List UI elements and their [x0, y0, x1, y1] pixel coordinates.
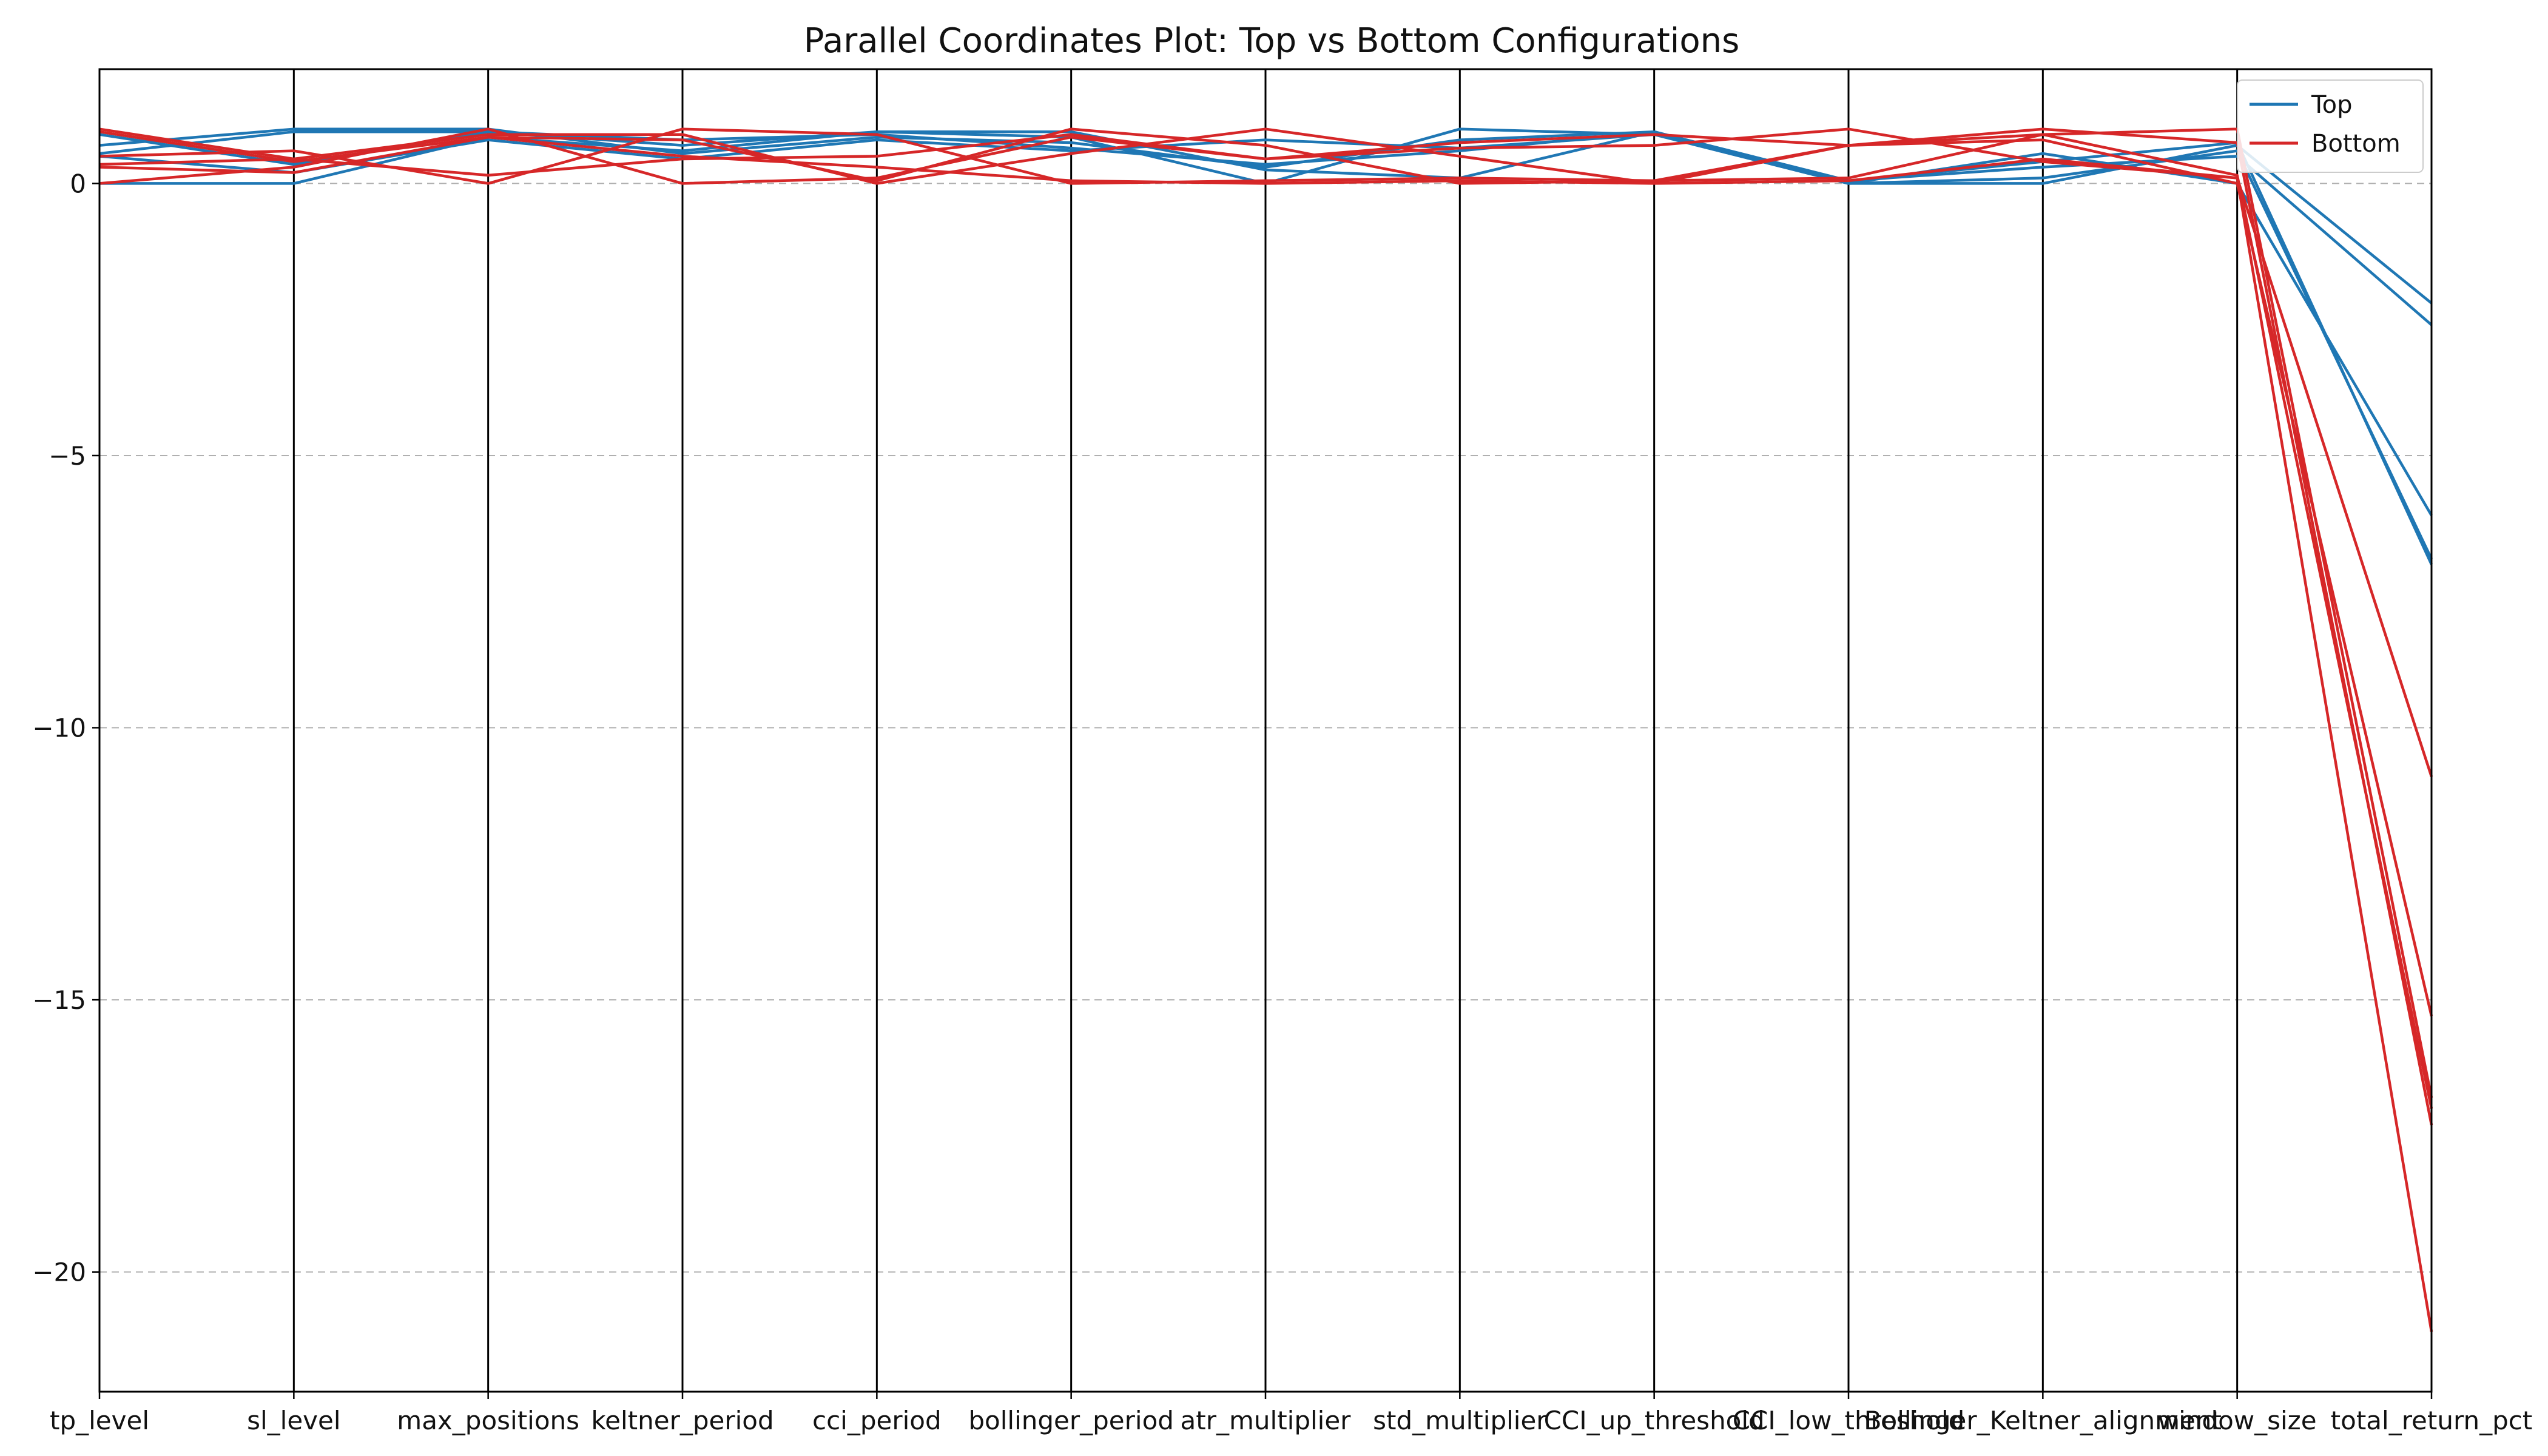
axis-label-total_return_pct: total_return_pct	[2331, 1406, 2533, 1435]
axis-label-std_multiplier: std_multiplier	[1373, 1406, 1547, 1435]
y-tick-label: −20	[32, 1258, 86, 1287]
series-line-bottom-4	[99, 127, 2433, 1125]
axis-label-Bollinger_Keltner_alignment: Bollinger_Keltner_alignment	[1864, 1406, 2222, 1435]
axis-label-cci_period: cci_period	[812, 1406, 942, 1435]
axis-label-tp_level: tp_level	[50, 1406, 149, 1435]
legend-label-bottom: Bottom	[2311, 130, 2401, 158]
legend: Top Bottom	[2237, 79, 2424, 173]
axis-labels: tp_level sl_level max_positions keltner_per…	[50, 1392, 2532, 1435]
axis-label-atr_multiplier: atr_multiplier	[1181, 1406, 1352, 1435]
series-line-top-4	[99, 133, 2433, 560]
axes-layer	[98, 69, 2433, 1392]
legend-label-top: Top	[2311, 91, 2353, 119]
lines-layer	[99, 127, 2433, 1332]
axis-label-window_size: window_size	[2158, 1406, 2317, 1435]
series-line-bottom-2	[99, 127, 2433, 1017]
series-line-bottom-6	[99, 127, 2433, 1109]
chart-title: Parallel Coordinates Plot: Top vs Bottom…	[804, 21, 1740, 61]
y-tick-label: 0	[70, 169, 86, 198]
y-ticks: 0 −5 −10 −15 −20	[32, 169, 99, 1287]
axis-label-sl_level: sl_level	[247, 1406, 340, 1435]
axis-label-CCI_low_threshold: CCI_low_threshold	[1733, 1406, 1965, 1435]
axis-label-CCI_up_threshold: CCI_up_threshold	[1544, 1406, 1765, 1435]
y-tick-label: −15	[32, 985, 86, 1015]
y-tick-label: −10	[32, 713, 86, 743]
y-tick-label: −5	[49, 441, 86, 471]
axis-label-max_positions: max_positions	[397, 1406, 579, 1435]
axis-label-bollinger_period: bollinger_period	[968, 1406, 1174, 1435]
axis-label-keltner_period: keltner_period	[591, 1406, 774, 1435]
